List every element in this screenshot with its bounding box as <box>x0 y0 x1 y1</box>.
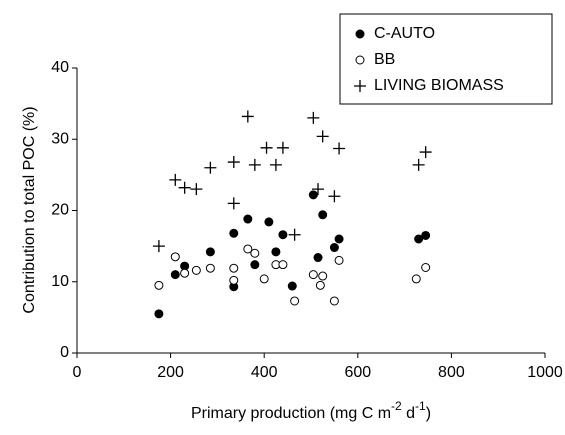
point <box>243 214 253 224</box>
x-label-sup: -2 <box>391 399 402 413</box>
point <box>419 146 432 159</box>
legend-label: C-AUTO <box>374 25 435 42</box>
point <box>308 270 318 280</box>
point <box>229 275 239 285</box>
x-tick-label: 1000 <box>527 364 563 381</box>
point <box>269 158 282 171</box>
point <box>333 142 346 155</box>
point <box>154 280 164 290</box>
legend-marker <box>354 80 366 92</box>
point <box>204 161 217 174</box>
point <box>248 158 261 171</box>
point <box>329 296 339 306</box>
point <box>178 181 191 194</box>
x-label-part: d <box>402 405 415 422</box>
point <box>180 268 190 278</box>
point <box>271 247 281 257</box>
point <box>243 244 253 254</box>
point <box>276 141 289 154</box>
point <box>308 190 318 200</box>
point <box>288 228 301 241</box>
point <box>205 247 215 257</box>
x-label-part: Primary production (mg C m <box>191 405 391 422</box>
point <box>229 263 239 273</box>
legend-label: LIVING BIOMASS <box>374 77 504 94</box>
point <box>315 280 325 290</box>
y-axis-label: Contribution to total POC (%) <box>21 106 38 313</box>
point <box>290 296 300 306</box>
x-tick-label: 400 <box>251 364 278 381</box>
point <box>329 243 339 253</box>
point <box>190 183 203 196</box>
point <box>259 274 269 284</box>
point <box>169 173 182 186</box>
point <box>334 255 344 265</box>
point <box>307 111 320 124</box>
point <box>170 270 180 280</box>
y-tick-label: 20 <box>51 202 69 219</box>
x-axis-label: Primary production (mg C m-2 d-1) <box>191 399 431 422</box>
point <box>421 230 431 240</box>
x-tick-label: 800 <box>438 364 465 381</box>
point <box>334 234 344 244</box>
legend-marker <box>355 55 365 65</box>
y-tick-label: 40 <box>51 59 69 76</box>
x-tick-label: 600 <box>344 364 371 381</box>
point <box>328 190 341 203</box>
y-tick-label: 10 <box>51 273 69 290</box>
point <box>414 234 424 244</box>
point <box>421 263 431 272</box>
x-tick-label: 0 <box>73 364 82 381</box>
point <box>191 265 201 275</box>
point <box>318 271 328 281</box>
point <box>411 274 421 284</box>
point <box>278 230 288 240</box>
point <box>260 141 273 154</box>
x-label-sup: -1 <box>415 399 426 413</box>
point <box>250 248 260 258</box>
point <box>312 183 325 196</box>
point <box>313 253 323 263</box>
y-tick-label: 0 <box>60 344 69 361</box>
y-tick-label: 30 <box>51 130 69 147</box>
point <box>241 110 254 123</box>
point <box>227 197 240 210</box>
point <box>227 156 240 169</box>
point <box>278 260 288 270</box>
point <box>250 260 260 270</box>
point <box>152 240 165 253</box>
point <box>229 228 239 238</box>
point <box>287 281 297 291</box>
point <box>170 252 180 262</box>
point <box>264 217 274 227</box>
point <box>318 210 328 220</box>
legend-marker <box>355 29 365 39</box>
point <box>412 158 425 171</box>
point <box>316 130 329 143</box>
legend-label: BB <box>374 51 395 68</box>
legend-box <box>339 13 553 105</box>
point <box>154 309 164 319</box>
point <box>205 263 215 273</box>
x-label-part: ) <box>426 405 431 422</box>
x-tick-label: 200 <box>157 364 184 381</box>
